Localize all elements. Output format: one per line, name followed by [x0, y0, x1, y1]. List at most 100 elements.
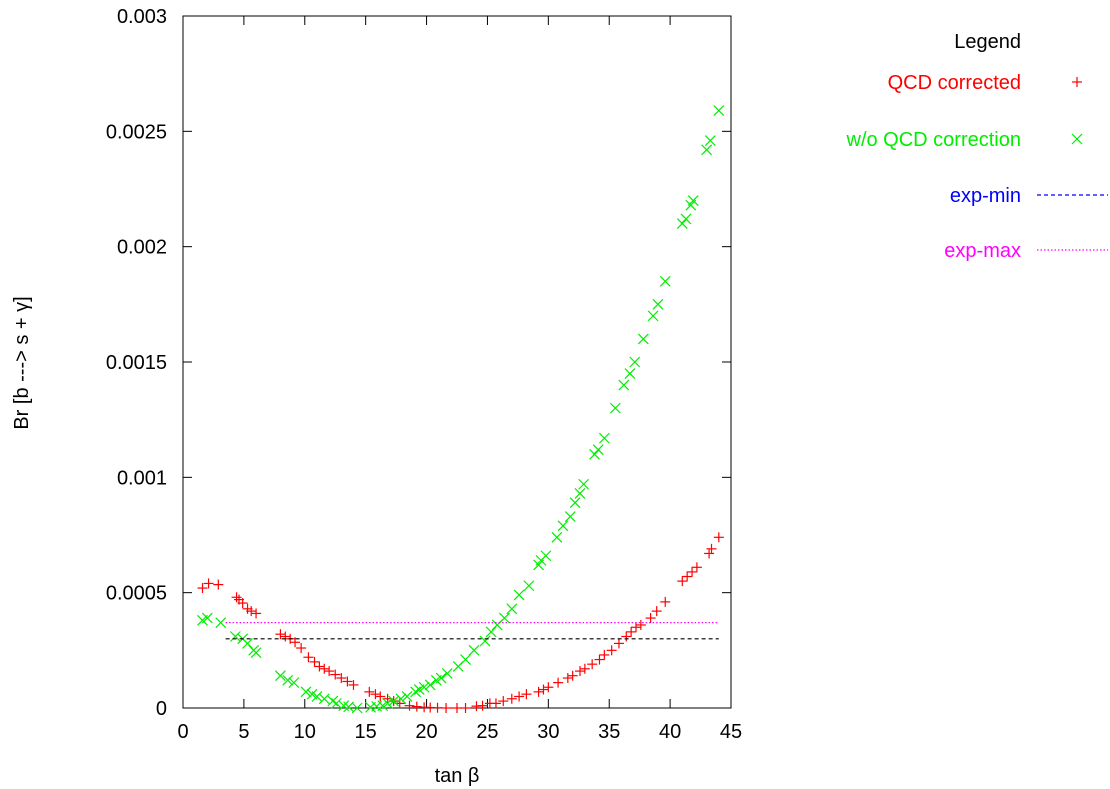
cross-stroke-b — [201, 612, 213, 624]
data-point — [523, 580, 535, 592]
data-point — [514, 691, 525, 702]
cross-stroke-b — [441, 667, 453, 679]
axes — [182, 15, 732, 709]
data-point — [342, 676, 353, 687]
data-point — [290, 637, 301, 648]
x-tick-label: 35 — [598, 721, 620, 743]
cross-stroke-b — [506, 603, 518, 615]
legend-marker — [1071, 133, 1083, 145]
data-point — [687, 195, 699, 206]
cross-stroke-b — [282, 674, 294, 686]
y-tick-label: 0.001 — [117, 467, 167, 489]
data-point — [251, 608, 262, 619]
data-point — [598, 432, 610, 444]
data-point — [621, 631, 632, 642]
data-point — [303, 652, 314, 663]
data-point — [579, 663, 590, 674]
data-point — [680, 213, 692, 225]
x-tick-label: 20 — [415, 721, 437, 743]
x-tick-label: 10 — [294, 721, 316, 743]
data-point — [468, 644, 480, 656]
cross-stroke-b — [338, 700, 350, 712]
cross-stroke-b — [659, 275, 671, 287]
data-point — [203, 578, 214, 589]
data-point — [499, 612, 510, 624]
data-point — [574, 488, 586, 499]
tick-labels: 0 5 10 15 20 25 30 35 40 45 0 0.0005 0.001 0.0015 0.00… — [106, 6, 742, 743]
data-point — [452, 703, 462, 713]
data-point — [477, 700, 488, 711]
data-point — [411, 701, 422, 712]
data-point — [498, 696, 509, 707]
cross-stroke-b — [331, 697, 342, 709]
data-point — [460, 654, 471, 665]
cross-stroke-b — [598, 432, 610, 444]
data-point — [296, 643, 307, 654]
data-point — [288, 677, 300, 689]
x-tick-label: 25 — [476, 721, 498, 743]
data-series — [197, 105, 725, 714]
data-point — [197, 583, 208, 594]
x-tick-label: 15 — [355, 721, 377, 743]
data-point — [578, 478, 590, 490]
data-point — [506, 693, 517, 704]
cross-stroke-b — [479, 635, 491, 647]
data-point — [401, 691, 413, 702]
data-point — [647, 310, 659, 322]
cross-stroke-b — [327, 695, 339, 707]
data-point — [624, 368, 636, 379]
cross-stroke-b — [609, 402, 621, 414]
data-point — [651, 606, 662, 617]
data-point — [300, 686, 312, 698]
data-point — [564, 511, 576, 522]
cross-stroke-b — [513, 589, 525, 601]
data-point — [479, 635, 491, 647]
data-point — [324, 666, 335, 677]
cross-stroke-b — [687, 195, 699, 206]
data-point — [506, 603, 518, 615]
data-point — [713, 532, 724, 543]
data-point — [704, 135, 716, 146]
data-point — [388, 695, 400, 707]
data-point — [280, 631, 291, 642]
data-point — [589, 448, 601, 460]
data-point — [311, 691, 323, 702]
cross-stroke-b — [468, 644, 480, 656]
data-point — [314, 661, 325, 672]
cross-stroke-b — [395, 693, 407, 705]
data-point — [587, 659, 598, 670]
legend-title: Legend — [954, 31, 1021, 53]
data-point — [246, 606, 257, 617]
cross-stroke-b — [274, 670, 286, 682]
data-point — [567, 670, 578, 681]
data-point — [327, 695, 339, 707]
y-tick-label: 0.003 — [117, 6, 167, 28]
cross-stroke-b — [540, 550, 552, 562]
legend-label: w/o QCD correction — [846, 129, 1022, 151]
data-point — [569, 497, 581, 509]
data-point — [687, 566, 698, 577]
data-point — [348, 679, 359, 690]
series-qcd-corrected — [197, 532, 724, 713]
cross-stroke-b — [215, 617, 227, 629]
data-point — [201, 612, 213, 624]
data-point — [626, 626, 637, 637]
cross-stroke-b — [351, 702, 363, 714]
data-point — [652, 298, 664, 310]
data-point — [677, 576, 688, 587]
cross-stroke-b — [424, 679, 436, 691]
plot-frame — [182, 15, 732, 709]
cross-stroke-b — [523, 580, 535, 592]
x-tick-label: 30 — [537, 721, 559, 743]
legend-label: QCD corrected — [888, 72, 1021, 94]
data-point — [309, 656, 320, 667]
data-point — [331, 697, 342, 709]
cross-stroke-b — [680, 213, 692, 225]
y-tick-label: 0.0005 — [106, 583, 167, 605]
data-point — [250, 647, 262, 659]
x-axis-label: tan β — [435, 765, 480, 787]
x-tick-label: 0 — [177, 721, 188, 743]
data-point — [351, 702, 363, 714]
cross-stroke-b — [713, 105, 725, 116]
data-point — [404, 700, 415, 711]
